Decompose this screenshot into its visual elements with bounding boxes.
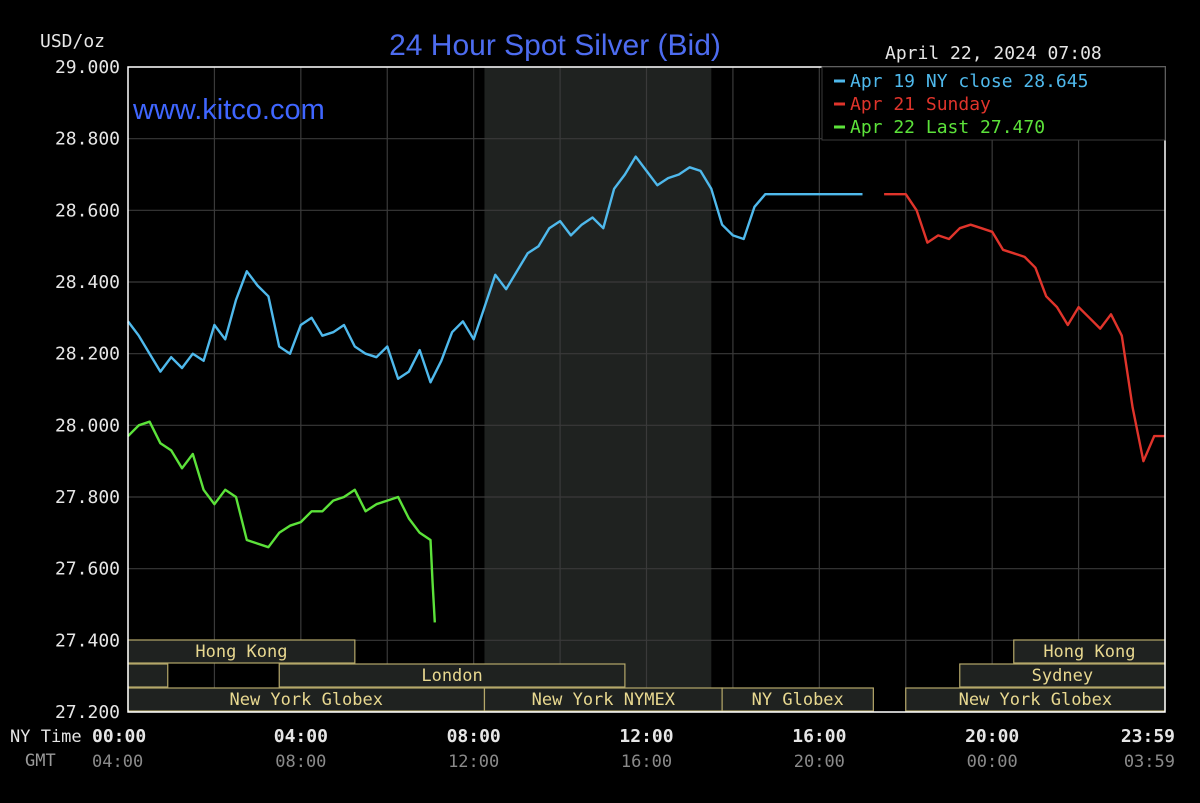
session-label: London	[421, 666, 482, 686]
y-tick-label: 28.400	[55, 272, 120, 293]
watermark: www.kitco.com	[132, 94, 325, 126]
legend-entry: Apr 19 NY close 28.645	[850, 71, 1088, 92]
y-tick-label: 29.000	[55, 57, 120, 78]
ny-time-label: NY Time	[10, 727, 82, 747]
y-tick-label: 28.000	[55, 415, 120, 436]
x-tick-label-gmt: 08:00	[275, 752, 326, 772]
y-tick-label: 27.600	[55, 559, 120, 580]
session-bar	[721, 687, 874, 712]
x-tick-label-gmt: 04:00	[92, 752, 143, 772]
legend-entry: Apr 22 Last 27.470	[850, 117, 1045, 138]
session-label: Sydney	[1032, 666, 1093, 686]
timestamp: April 22, 2024 07:08	[885, 43, 1102, 64]
session-label: New York NYMEX	[532, 690, 676, 710]
x-tick-label: 04:00	[274, 726, 328, 747]
x-tick-label-gmt: 03:59	[1124, 752, 1175, 772]
unit-label: USD/oz	[40, 31, 105, 52]
series-line-2	[884, 192, 1165, 463]
y-tick-label: 27.200	[55, 702, 120, 723]
y-tick-label: 27.400	[55, 630, 120, 651]
x-tick-label: 16:00	[792, 726, 846, 747]
y-tick-label: 28.200	[55, 344, 120, 365]
x-tick-label: 00:00	[92, 726, 146, 747]
x-tick-label: 08:00	[447, 726, 501, 747]
session-bar	[278, 663, 626, 688]
gmt-label: GMT	[25, 751, 56, 771]
x-tick-label: 23:59	[1121, 726, 1175, 747]
session-bar	[127, 663, 169, 688]
y-tick-label: 27.800	[55, 487, 120, 508]
session-label: NY Globex	[752, 690, 844, 710]
x-tick-label-gmt: 20:00	[794, 752, 845, 772]
x-tick-label: 12:00	[619, 726, 673, 747]
plot-frame	[127, 66, 1166, 713]
session-label: New York Globex	[229, 690, 383, 710]
x-tick-label: 20:00	[965, 726, 1019, 747]
x-tick-label-gmt: 16:00	[621, 752, 672, 772]
y-tick-label: 28.600	[55, 200, 120, 221]
session-label: Hong Kong	[1043, 642, 1135, 662]
session-label: New York Globex	[959, 690, 1113, 710]
legend-entry: Apr 21 Sunday	[850, 94, 991, 115]
series-line-1	[127, 155, 863, 384]
shaded-region	[484, 67, 712, 712]
x-tick-label-gmt: 12:00	[448, 752, 499, 772]
x-tick-label-gmt: 00:00	[967, 752, 1018, 772]
legend-box	[821, 66, 1166, 141]
chart-title: 24 Hour Spot Silver (Bid)	[389, 29, 721, 62]
y-tick-label: 28.800	[55, 129, 120, 150]
session-label: Hong Kong	[195, 642, 287, 662]
series-line-3	[127, 420, 436, 623]
